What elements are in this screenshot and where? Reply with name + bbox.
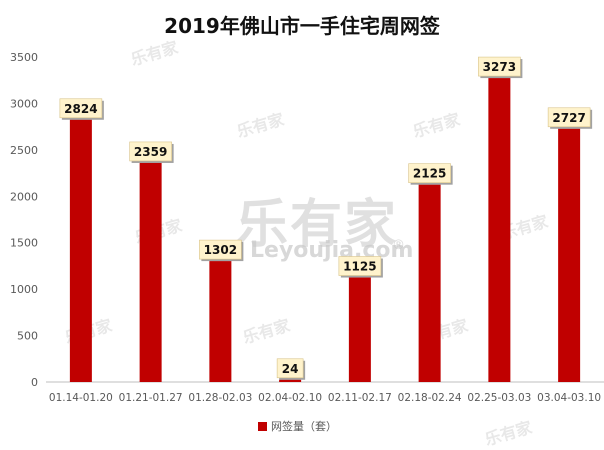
watermark-url: Leyoujia.com bbox=[250, 238, 414, 263]
bar bbox=[209, 261, 232, 382]
y-tick-label: 500 bbox=[17, 330, 38, 343]
x-tick-label: 01.28-02.03 bbox=[188, 392, 252, 404]
bar bbox=[558, 128, 581, 382]
data-label-box bbox=[547, 107, 591, 128]
x-tick-label: 01.14-01.20 bbox=[49, 392, 113, 404]
watermark-registered-mark: ® bbox=[392, 238, 405, 253]
bar bbox=[348, 277, 371, 382]
data-label: 24 bbox=[282, 362, 299, 376]
watermark-logo: 乐有家 bbox=[236, 195, 399, 255]
data-label: 1302 bbox=[204, 243, 237, 257]
data-label-box bbox=[338, 256, 382, 276]
x-tick-label: 02.04-02.10 bbox=[258, 392, 322, 404]
bar bbox=[139, 162, 162, 382]
data-label: 2727 bbox=[552, 111, 585, 125]
y-tick-label: 3500 bbox=[10, 51, 38, 64]
legend-swatch bbox=[258, 421, 267, 431]
y-tick-label: 3000 bbox=[10, 97, 38, 110]
legend-label: 网签量（套） bbox=[271, 420, 337, 433]
chart-title: 2019年佛山市一手住宅周网签 bbox=[164, 14, 440, 38]
data-label-box bbox=[129, 141, 172, 162]
data-label: 2824 bbox=[64, 102, 97, 116]
x-tick-label: 02.25-03.03 bbox=[467, 392, 531, 404]
legend: 网签量（套） bbox=[258, 418, 337, 434]
data-label: 2125 bbox=[413, 167, 446, 181]
bar bbox=[418, 184, 441, 382]
x-tick-label: 02.18-02.24 bbox=[398, 392, 462, 404]
x-tick-label: 02.11-02.17 bbox=[328, 392, 392, 404]
bar bbox=[488, 78, 511, 382]
data-label-box bbox=[478, 56, 521, 77]
data-label-box bbox=[199, 239, 242, 260]
data-label-box bbox=[59, 98, 103, 119]
data-label: 3273 bbox=[483, 60, 516, 74]
y-tick-label: 2500 bbox=[10, 144, 38, 157]
bar bbox=[279, 379, 302, 382]
x-tick-label: 01.21-01.27 bbox=[119, 392, 183, 404]
y-tick-label: 0 bbox=[31, 376, 38, 389]
data-label-box bbox=[276, 358, 304, 379]
data-label: 2359 bbox=[134, 145, 167, 159]
y-tick-label: 1500 bbox=[10, 237, 38, 250]
x-tick-label: 03.04-03.10 bbox=[537, 392, 601, 404]
y-tick-label: 1000 bbox=[10, 283, 38, 296]
data-label: 1125 bbox=[343, 260, 376, 274]
bar bbox=[69, 119, 92, 383]
y-tick-label: 2000 bbox=[10, 190, 38, 203]
data-label-box bbox=[408, 163, 451, 183]
